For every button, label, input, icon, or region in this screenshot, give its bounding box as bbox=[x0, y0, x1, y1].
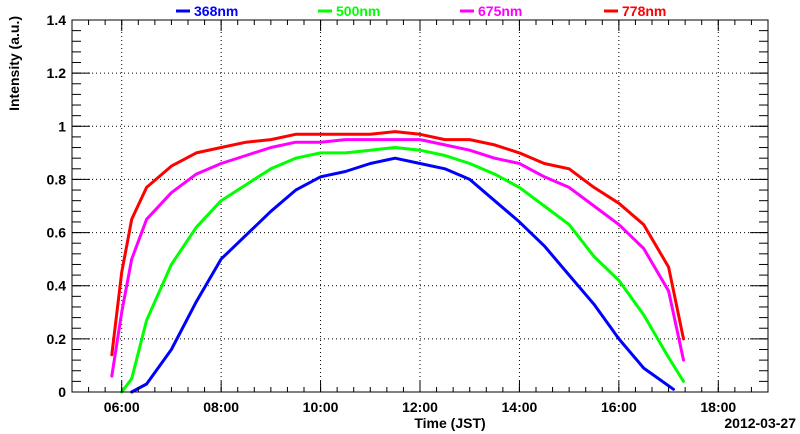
axis-ticks: 06:00 08:00 10:00 12:00 14:00 16:00 18:00 0 0.2 0… bbox=[47, 12, 769, 415]
x-tick-label: 10:00 bbox=[303, 399, 339, 415]
y-tick-label: 1 bbox=[58, 118, 66, 134]
y-tick-label: 0.4 bbox=[47, 278, 67, 294]
legend: 368nm 500nm 675nm 778nm bbox=[176, 3, 666, 19]
x-tick-label: 06:00 bbox=[104, 399, 140, 415]
y-tick-label: 0.6 bbox=[47, 225, 67, 241]
series-line-675nm bbox=[110, 138, 685, 378]
legend-label: 675nm bbox=[478, 3, 522, 19]
date-label: 2012-03-27 bbox=[724, 415, 796, 431]
y-axis-label: Intensity (a.u.) bbox=[6, 16, 22, 111]
x-axis-label: Time (JST) bbox=[414, 415, 485, 431]
series-line-500nm bbox=[120, 146, 685, 394]
x-tick-label: 16:00 bbox=[601, 399, 637, 415]
y-tick-label: 0.2 bbox=[47, 331, 67, 347]
x-tick-label: 18:00 bbox=[700, 399, 736, 415]
y-tick-label: 0 bbox=[58, 384, 66, 400]
x-tick-label: 14:00 bbox=[502, 399, 538, 415]
x-tick-label: 08:00 bbox=[203, 399, 239, 415]
legend-label: 368nm bbox=[194, 3, 238, 19]
y-tick-label: 0.8 bbox=[47, 171, 67, 187]
x-tick-label: 12:00 bbox=[402, 399, 438, 415]
data-series bbox=[110, 130, 685, 394]
legend-label: 778nm bbox=[622, 3, 666, 19]
y-tick-label: 1.4 bbox=[47, 12, 67, 28]
series-line-368nm bbox=[130, 156, 675, 394]
y-tick-label: 1.2 bbox=[47, 65, 67, 81]
series-line-778nm bbox=[110, 130, 685, 357]
legend-label: 500nm bbox=[336, 3, 380, 19]
